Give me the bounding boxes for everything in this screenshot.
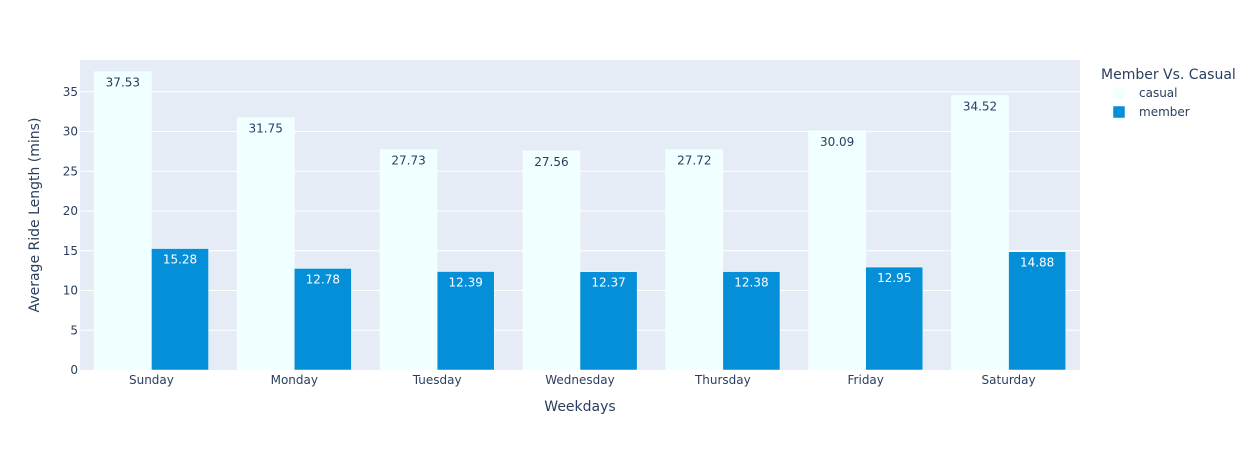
- y-tick-label: 0: [70, 363, 78, 377]
- bar-casual: [665, 149, 724, 371]
- x-tick-label: Sunday: [129, 373, 174, 387]
- legend-swatch-casual[interactable]: [1112, 86, 1126, 100]
- y-tick-label: 30: [63, 125, 78, 139]
- y-tick-label: 25: [63, 164, 78, 178]
- y-tick-label: 10: [63, 284, 78, 298]
- bar-member: [865, 266, 924, 371]
- bar-casual: [951, 95, 1009, 371]
- bars: 37.53 15.28 31.75 12.78 27.73 12.39 27.56 12.37…: [94, 71, 1066, 371]
- bar-value-label: 30.09: [820, 135, 854, 149]
- y-axis-title: Average Ride Length (mins): [27, 118, 43, 313]
- bar-member: [436, 271, 495, 371]
- axis-ticks: 0 5 10 15 20 25 30 35 Sunday Monday Tuesday Wednesd…: [63, 85, 1036, 387]
- bar-member: [579, 271, 638, 371]
- bar-casual: [522, 150, 581, 371]
- bar-value-label: 31.75: [249, 122, 283, 136]
- bar-value-label: 12.38: [734, 276, 768, 290]
- bar-value-label: 12.95: [877, 271, 911, 285]
- y-tick-label: 5: [70, 323, 78, 337]
- bar-value-label: 15.28: [163, 253, 197, 267]
- bar-value-label: 34.52: [963, 100, 997, 114]
- bar-member: [1008, 251, 1066, 371]
- legend-title: Member Vs. Casual: [1101, 67, 1236, 83]
- bar-value-label: 12.78: [306, 272, 340, 286]
- y-tick-label: 35: [63, 85, 78, 99]
- x-tick-label: Saturday: [982, 373, 1036, 387]
- legend-swatch-member[interactable]: [1112, 105, 1126, 119]
- x-tick-label: Monday: [271, 373, 318, 387]
- legend-label-member[interactable]: member: [1139, 105, 1190, 119]
- bar-casual: [236, 117, 295, 371]
- x-tick-label: Friday: [848, 373, 884, 387]
- bar-casual: [94, 71, 152, 371]
- bar-value-label: 27.56: [534, 155, 568, 169]
- bar-value-label: 14.88: [1020, 256, 1054, 270]
- bar-value-label: 37.53: [106, 76, 140, 90]
- bar-member: [294, 268, 352, 371]
- y-tick-label: 15: [63, 244, 78, 258]
- bar-value-label: 27.73: [391, 154, 425, 168]
- bar-value-label: 27.72: [677, 154, 711, 168]
- x-tick-label: Tuesday: [412, 373, 462, 387]
- bar-casual: [379, 149, 438, 371]
- x-axis-title: Weekdays: [544, 399, 615, 415]
- bar-casual: [808, 130, 866, 371]
- bar-member: [151, 248, 209, 371]
- y-tick-label: 20: [63, 204, 78, 218]
- bar-value-label: 12.39: [449, 276, 483, 290]
- bar-member: [722, 271, 781, 371]
- x-tick-label: Wednesday: [545, 373, 614, 387]
- legend-label-casual[interactable]: casual: [1139, 86, 1178, 100]
- legend: Member Vs. Casual casual member: [1101, 67, 1236, 119]
- bar-value-label: 12.37: [591, 276, 625, 290]
- x-tick-label: Thursday: [694, 373, 751, 387]
